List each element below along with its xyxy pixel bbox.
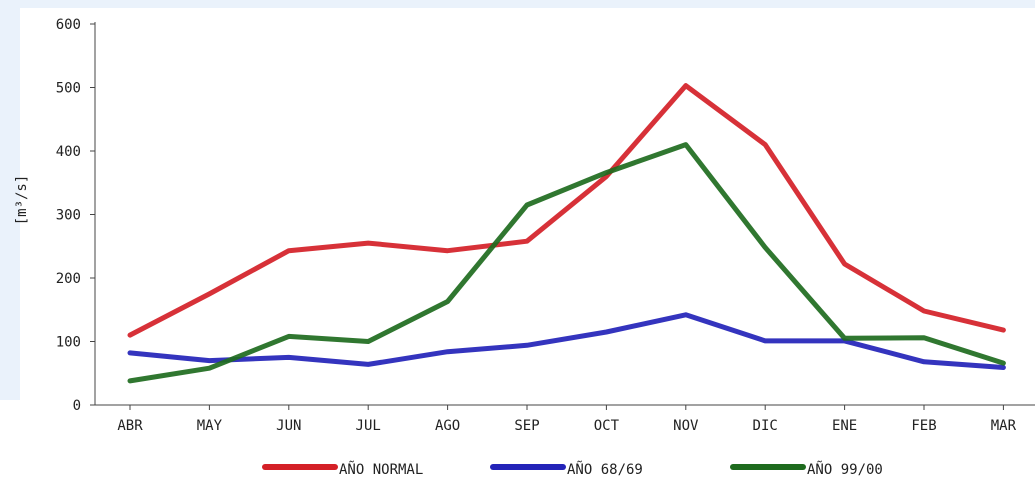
- x-tick-label: JUN: [276, 418, 301, 434]
- x-tick-label: FEB: [911, 418, 936, 434]
- legend: AÑO NORMAL AÑO 68/69 AÑO 99/00: [262, 461, 883, 478]
- x-tick-label: MAY: [197, 418, 223, 434]
- legend-label: AÑO 68/69: [567, 461, 643, 478]
- series-lines: [127, 83, 1006, 384]
- plot-area: [95, 22, 1035, 405]
- series-line-a-o-68-69: [127, 312, 1006, 370]
- x-tick-label: ABR: [117, 418, 143, 434]
- y-tick-label: 300: [56, 208, 81, 224]
- series-line-a-o-99-00: [127, 142, 1006, 384]
- y-tick-label: 0: [73, 398, 81, 414]
- y-tick-label: 100: [56, 335, 81, 351]
- x-tick-label: OCT: [594, 418, 620, 434]
- chart-backdrop-top: [0, 0, 1035, 8]
- x-axis: ABR MAY JUN JUL AGO SEP OCT NOV DIC ENE FEB MAR: [95, 404, 1035, 434]
- legend-label: AÑO NORMAL: [339, 461, 423, 478]
- y-tick-label: 400: [56, 144, 81, 160]
- x-tick-label: SEP: [514, 418, 539, 434]
- x-tick-label: MAR: [991, 418, 1017, 434]
- legend-label: AÑO 99/00: [807, 461, 883, 478]
- y-tick-label: 500: [56, 81, 81, 97]
- series-line-a-o-normal: [127, 83, 1006, 338]
- y-tick-label: 600: [56, 17, 81, 33]
- x-tick-label: DIC: [753, 418, 778, 434]
- chart-backdrop-left: [0, 0, 20, 400]
- y-tick-label: 200: [56, 271, 81, 287]
- x-tick-label: AGO: [435, 418, 460, 434]
- x-tick-label: JUL: [356, 418, 381, 434]
- y-axis: 0 100 200 300 400 500 600: [56, 17, 96, 414]
- x-tick-label: NOV: [673, 418, 699, 434]
- y-axis-title: [m³/s]: [14, 175, 30, 226]
- x-tick-label: ENE: [832, 418, 857, 434]
